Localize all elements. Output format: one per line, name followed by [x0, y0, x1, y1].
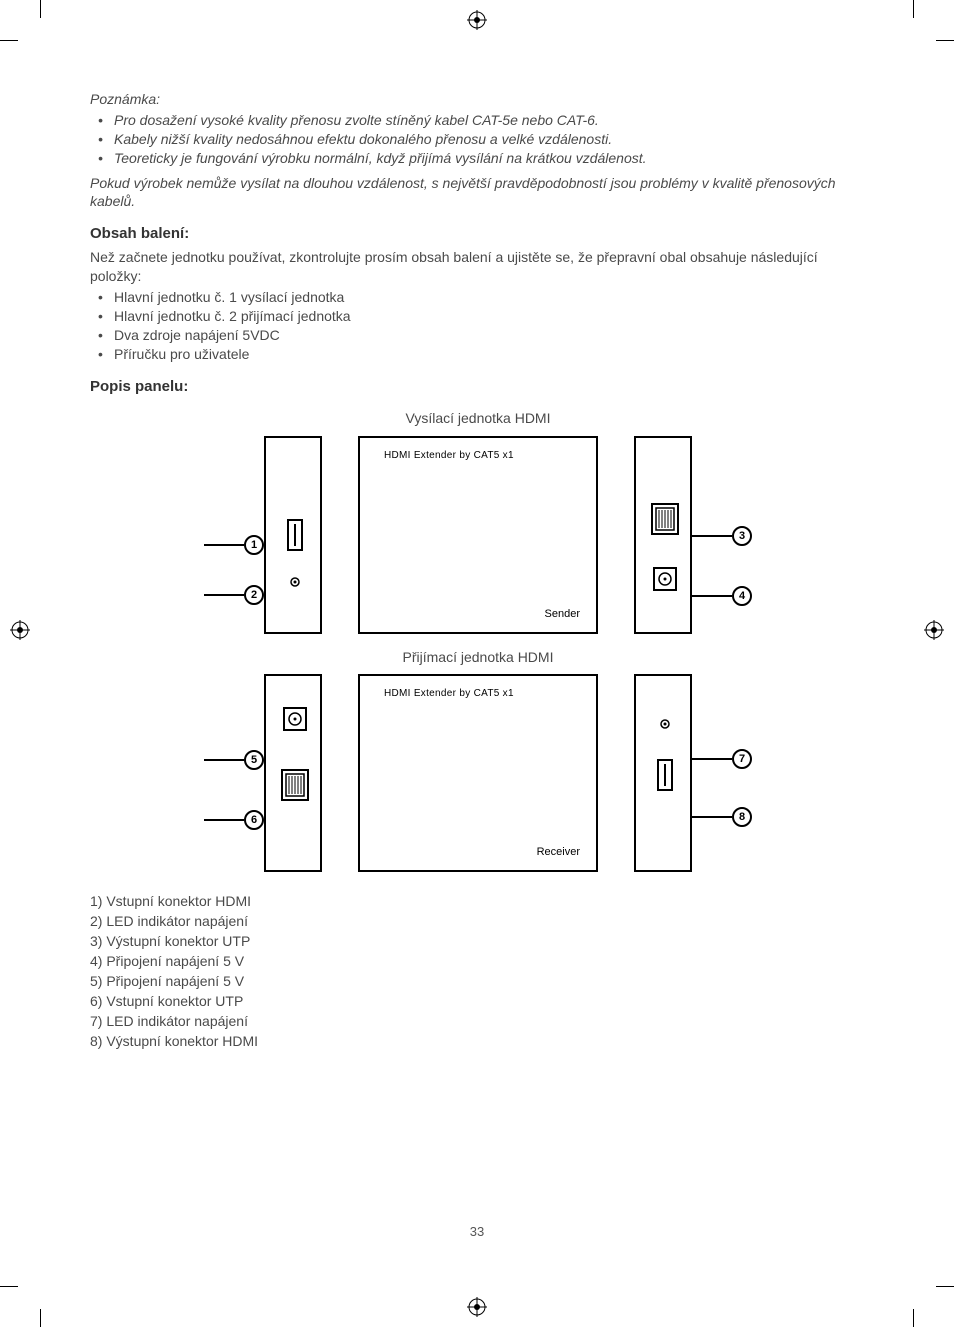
legend-item: 1) Vstupní konektor HDMI — [90, 892, 866, 911]
pack-intro: Než začnete jednotku používat, zkontrolu… — [90, 248, 866, 286]
tx-top-panel: HDMI Extender by CAT5 x1 Sender — [358, 436, 598, 634]
regmark-top — [467, 10, 487, 30]
rx-left-panel — [264, 674, 322, 872]
rx-top-panel: HDMI Extender by CAT5 x1 Receiver — [358, 674, 598, 872]
callout-3: 3 — [692, 526, 752, 546]
pack-item: Hlavní jednotku č. 1 vysílací jednotka — [90, 288, 866, 307]
note-list: Pro dosažení vysoké kvality přenosu zvol… — [90, 111, 866, 168]
crop-mark-tr-v — [913, 0, 914, 18]
rx-title: Přijímací jednotka HDMI — [90, 648, 866, 667]
legend: 1) Vstupní konektor HDMI 2) LED indikáto… — [90, 892, 866, 1050]
pack-list: Hlavní jednotku č. 1 vysílací jednotka H… — [90, 288, 866, 364]
crop-mark-tl-v — [40, 0, 41, 18]
sender-label: Sender — [545, 608, 580, 620]
legend-item: 3) Výstupní konektor UTP — [90, 932, 866, 951]
callout-6: 6 — [204, 810, 264, 830]
callout-2: 2 — [204, 585, 264, 605]
rx-figure: 5 6 HDMI Extender by CAT5 — [90, 674, 866, 872]
crop-mark-tr-h — [936, 40, 954, 41]
callout-7: 7 — [692, 749, 752, 769]
crop-mark-br-v — [913, 1309, 914, 1327]
tx-figure: 1 2 HDMI Extender by CAT5 x1 Sender — [90, 436, 866, 634]
pack-item: Dva zdroje napájení 5VDC — [90, 326, 866, 345]
tx-title: Vysílací jednotka HDMI — [90, 409, 866, 428]
panel-heading: Popis panelu: — [90, 378, 866, 395]
legend-item: 8) Výstupní konektor HDMI — [90, 1032, 866, 1051]
regmark-bottom — [467, 1297, 487, 1317]
crop-mark-tl-h — [0, 40, 18, 41]
note-heading: Poznámka: — [90, 90, 866, 109]
legend-item: 7) LED indikátor napájení — [90, 1012, 866, 1031]
legend-item: 4) Připojení napájení 5 V — [90, 952, 866, 971]
crop-mark-br-h — [936, 1286, 954, 1287]
tx-right-panel — [634, 436, 692, 634]
page-content: Poznámka: Pro dosažení vysoké kvality př… — [90, 90, 866, 1052]
legend-item: 6) Vstupní konektor UTP — [90, 992, 866, 1011]
tx-left-panel — [264, 436, 322, 634]
box-label: HDMI Extender by CAT5 x1 — [384, 688, 514, 699]
rx-right-panel — [634, 674, 692, 872]
callout-1: 1 — [204, 535, 264, 555]
pack-item: Příručku pro uživatele — [90, 345, 866, 364]
note-item: Teoreticky je fungování výrobku normální… — [90, 149, 866, 168]
callout-5: 5 — [204, 750, 264, 770]
legend-item: 2) LED indikátor napájení — [90, 912, 866, 931]
regmark-right — [924, 620, 944, 640]
box-label: HDMI Extender by CAT5 x1 — [384, 450, 514, 461]
callout-4: 4 — [692, 586, 752, 606]
legend-item: 5) Připojení napájení 5 V — [90, 972, 866, 991]
callout-8: 8 — [692, 807, 752, 827]
note-tail: Pokud výrobek nemůže vysílat na dlouhou … — [90, 174, 866, 212]
note-item: Kabely nižší kvality nedosáhnou efektu d… — [90, 130, 866, 149]
note-item: Pro dosažení vysoké kvality přenosu zvol… — [90, 111, 866, 130]
regmark-left — [10, 620, 30, 640]
receiver-label: Receiver — [537, 846, 580, 858]
page-number: 33 — [0, 1224, 954, 1239]
crop-mark-bl-h — [0, 1286, 18, 1287]
crop-mark-bl-v — [40, 1309, 41, 1327]
pack-heading: Obsah balení: — [90, 225, 866, 242]
pack-item: Hlavní jednotku č. 2 přijímací jednotka — [90, 307, 866, 326]
